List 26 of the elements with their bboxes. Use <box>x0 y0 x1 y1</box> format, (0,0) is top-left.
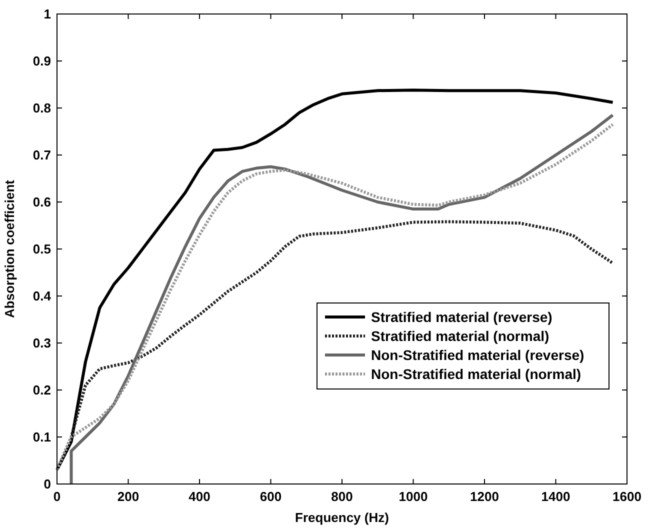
legend-label: Non-Stratified material (normal) <box>371 366 582 382</box>
legend-label: Stratified material (normal) <box>371 328 550 344</box>
y-tick-label: 0.2 <box>32 382 51 398</box>
x-tick-label: 1200 <box>470 489 499 504</box>
y-tick-label: 0.1 <box>32 430 51 444</box>
x-tick-label: 800 <box>331 489 353 504</box>
x-tick-label: 0 <box>53 489 61 504</box>
y-tick-label: 0.5 <box>32 242 51 256</box>
x-tick-label: 400 <box>188 489 210 504</box>
y-tick-label: 0.4 <box>32 288 52 304</box>
y-tick-label: 0.6 <box>32 194 51 210</box>
y-tick-label: 0.3 <box>32 336 51 350</box>
legend-label: Stratified material (reverse) <box>371 309 552 325</box>
y-tick-label: 0.7 <box>32 148 51 162</box>
y-tick-label: 0 <box>44 476 51 492</box>
y-tick-label: 0.8 <box>32 100 51 116</box>
y-axis-title: Absorption coefficient <box>2 179 17 318</box>
x-axis-title: Frequency (Hz) <box>295 510 389 525</box>
y-tick-label: 0.9 <box>32 54 51 68</box>
legend-label: Non-Stratified material (reverse) <box>371 347 584 363</box>
x-tick-label: 1600 <box>612 489 642 504</box>
x-tick-label: 1000 <box>398 489 428 504</box>
x-tick-label: 200 <box>117 489 140 504</box>
y-tick-label: 1 <box>44 6 51 22</box>
x-tick-label: 600 <box>260 489 282 504</box>
x-tick-label: 1400 <box>541 489 570 504</box>
